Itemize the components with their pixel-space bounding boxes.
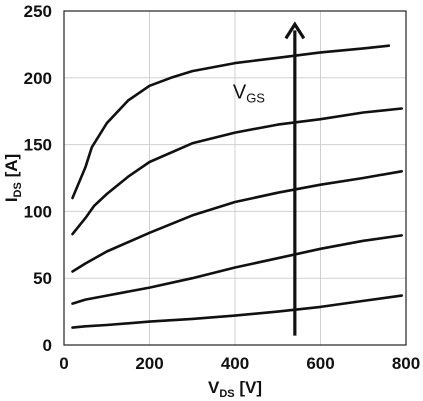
y-axis-label: IDS [A] — [2, 154, 24, 202]
y-axis-label-main: I — [2, 197, 21, 202]
x-tick-label: 0 — [59, 354, 68, 373]
y-tick-labels: 0 50 100 150 200 250 — [24, 2, 52, 355]
x-axis-label-unit: [V] — [235, 378, 262, 397]
y-tick-label: 150 — [24, 136, 52, 155]
x-tick-label: 600 — [306, 354, 334, 373]
y-tick-label: 250 — [24, 2, 52, 21]
vgs-annotation — [284, 21, 306, 336]
x-axis-label: VDS [V] — [208, 378, 262, 400]
x-tick-label: 200 — [135, 354, 163, 373]
series-line-1 — [71, 294, 403, 329]
y-tick-label: 50 — [33, 269, 52, 288]
x-tick-label: 400 — [221, 354, 249, 373]
x-tick-label: 800 — [392, 354, 420, 373]
series-line-4 — [71, 107, 403, 236]
vgs-label: VGS — [233, 81, 265, 105]
vgs-label-main: V — [233, 81, 247, 103]
y-axis-label-unit: [A] — [2, 154, 21, 182]
x-axis-label-sub: DS — [219, 388, 234, 400]
x-axis-label-main: V — [208, 378, 220, 397]
series-line-3 — [71, 170, 403, 273]
series-lines — [71, 44, 403, 329]
y-tick-label: 200 — [24, 69, 52, 88]
series-line-2 — [71, 234, 403, 305]
y-tick-label: 100 — [24, 202, 52, 221]
series-line-5 — [71, 44, 391, 200]
x-tick-labels: 0 200 400 600 800 — [59, 354, 420, 373]
vgs-arrow-head — [284, 21, 306, 40]
y-tick-label: 0 — [43, 336, 52, 355]
y-axis-label-sub: DS — [12, 182, 24, 197]
plot-frame — [63, 10, 407, 346]
vgs-label-sub: GS — [246, 90, 265, 105]
